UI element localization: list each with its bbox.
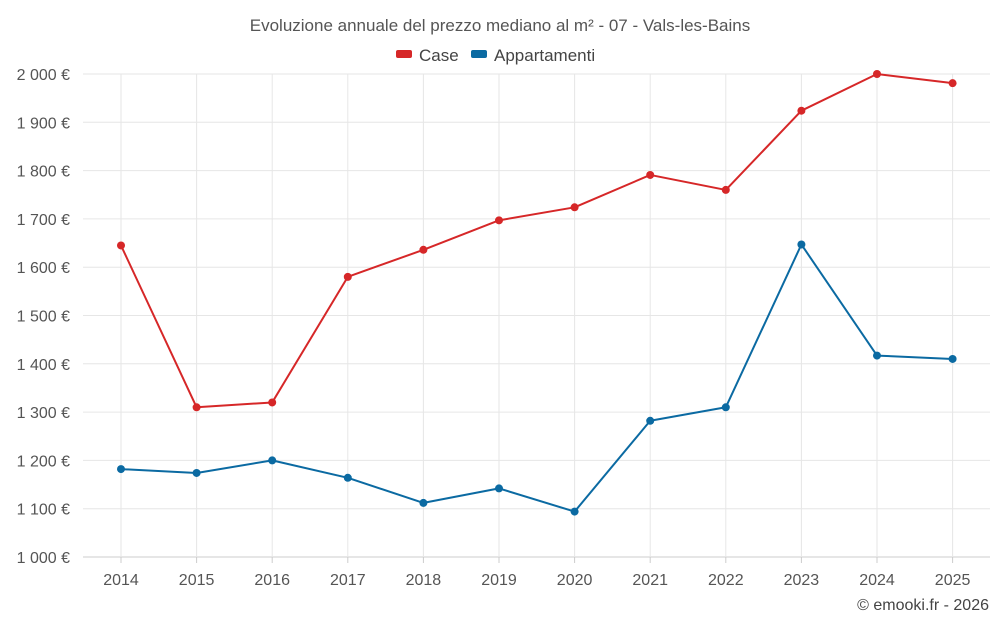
data-point-appartamenti-2017[interactable] [343,473,352,482]
data-point-case-2016[interactable] [268,398,277,407]
legend-swatch-appartamenti [471,50,487,58]
data-point-appartamenti-2024[interactable] [873,351,881,360]
y-tick-label: 1 400 € [17,357,70,374]
credit-text: © emooki.fr - 2026 [857,597,989,614]
series-line-appartamenti [120,243,953,513]
x-tick-label: 2023 [784,572,820,589]
data-point-case-2022[interactable] [721,185,730,194]
y-tick-label: 1 800 € [17,164,70,181]
data-point-case-2023[interactable] [797,106,806,115]
x-tick-label: 2017 [330,572,366,589]
legend-swatch-case [396,50,412,58]
y-tick-label: 1 600 € [17,260,70,277]
data-point-appartamenti-2021[interactable] [646,416,655,425]
data-point-case-2024[interactable] [873,70,881,78]
x-tick-label: 2014 [103,572,139,589]
x-tick-label: 2022 [708,572,744,589]
legend: Case Appartamenti [396,46,595,65]
x-tick-label: 2018 [406,572,442,589]
x-tick-label: 2015 [179,572,215,589]
chart-title: Evoluzione annuale del prezzo mediano al… [250,16,751,35]
data-point-appartamenti-2019[interactable] [495,484,503,493]
data-point-appartamenti-2023[interactable] [797,240,806,249]
x-tick-label: 2019 [481,572,517,589]
data-point-appartamenti-2022[interactable] [721,403,730,412]
series-line-case [120,73,953,409]
y-tick-label: 1 500 € [17,309,70,326]
legend-label-case: Case [419,46,459,65]
data-point-case-2020[interactable] [570,203,579,212]
series [117,70,957,516]
legend-label-appartamenti: Appartamenti [494,46,595,65]
y-tick-label: 1 000 € [17,550,70,567]
data-point-case-2014[interactable] [117,241,125,250]
data-point-case-2017[interactable] [343,272,352,281]
data-point-case-2015[interactable] [192,403,201,412]
axes: 1 000 € 1 100 € 1 200 € 1 300 € 1 400 € 1 500… [17,67,971,589]
data-point-appartamenti-2025[interactable] [948,354,957,363]
x-tick-label: 2020 [557,572,593,589]
data-point-case-2018[interactable] [419,245,428,254]
y-tick-label: 1 300 € [17,405,70,422]
data-point-case-2025[interactable] [948,79,957,88]
data-point-case-2019[interactable] [495,216,503,225]
legend-item-case[interactable]: Case [396,46,459,65]
data-point-case-2021[interactable] [646,170,655,179]
legend-item-appartamenti[interactable]: Appartamenti [471,46,595,65]
y-tick-label: 1 200 € [17,453,70,470]
y-tick-label: 2 000 € [17,67,70,84]
data-point-appartamenti-2020[interactable] [570,507,579,516]
x-tick-label: 2021 [632,572,668,589]
grid [83,73,990,558]
data-point-appartamenti-2018[interactable] [419,498,428,507]
x-tick-label: 2025 [935,572,971,589]
data-point-appartamenti-2016[interactable] [268,456,277,465]
data-point-appartamenti-2015[interactable] [192,468,201,477]
y-tick-label: 1 900 € [17,115,70,132]
y-tick-label: 1 700 € [17,212,70,229]
y-tick-label: 1 100 € [17,502,70,519]
data-point-appartamenti-2014[interactable] [117,465,125,474]
x-tick-label: 2024 [859,572,895,589]
x-tick-label: 2016 [254,572,290,589]
